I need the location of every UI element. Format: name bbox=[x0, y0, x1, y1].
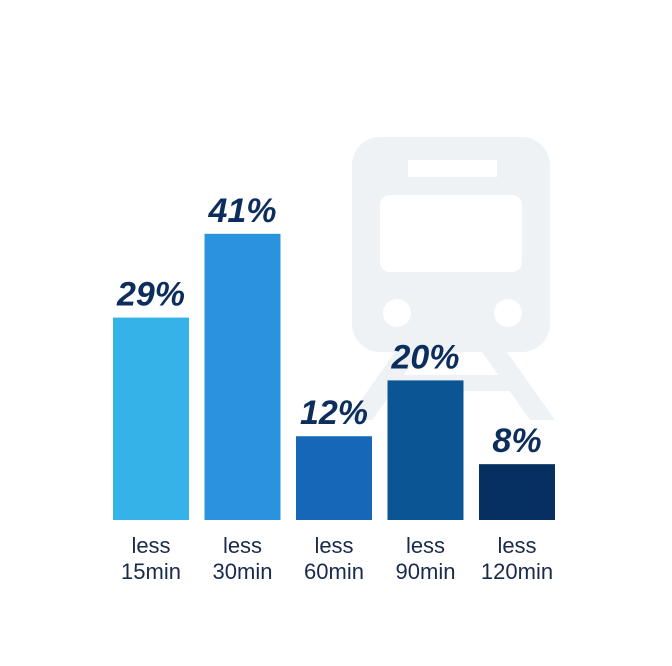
bar bbox=[387, 380, 464, 520]
value-label: 20% bbox=[390, 338, 459, 376]
train-icon bbox=[347, 137, 555, 420]
bar bbox=[204, 233, 281, 520]
x-tick-label: less 30min bbox=[212, 533, 273, 584]
x-tick-label: less 15min bbox=[121, 533, 181, 584]
value-label: 29% bbox=[116, 276, 185, 314]
x-tick-label: less 120min bbox=[480, 533, 554, 584]
x-tick-label: less 90min bbox=[395, 533, 456, 584]
value-label: 12% bbox=[300, 394, 368, 432]
bar bbox=[479, 464, 555, 520]
bar bbox=[296, 436, 372, 520]
value-label: 41% bbox=[207, 192, 276, 230]
value-label: 8% bbox=[492, 422, 541, 460]
x-tick-label: less 60min bbox=[304, 533, 364, 584]
bar bbox=[113, 317, 189, 520]
